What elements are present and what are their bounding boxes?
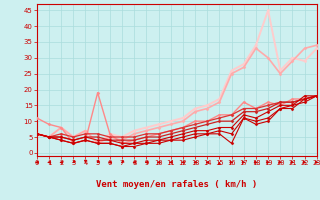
X-axis label: Vent moyen/en rafales ( km/h ): Vent moyen/en rafales ( km/h ) (96, 180, 257, 189)
